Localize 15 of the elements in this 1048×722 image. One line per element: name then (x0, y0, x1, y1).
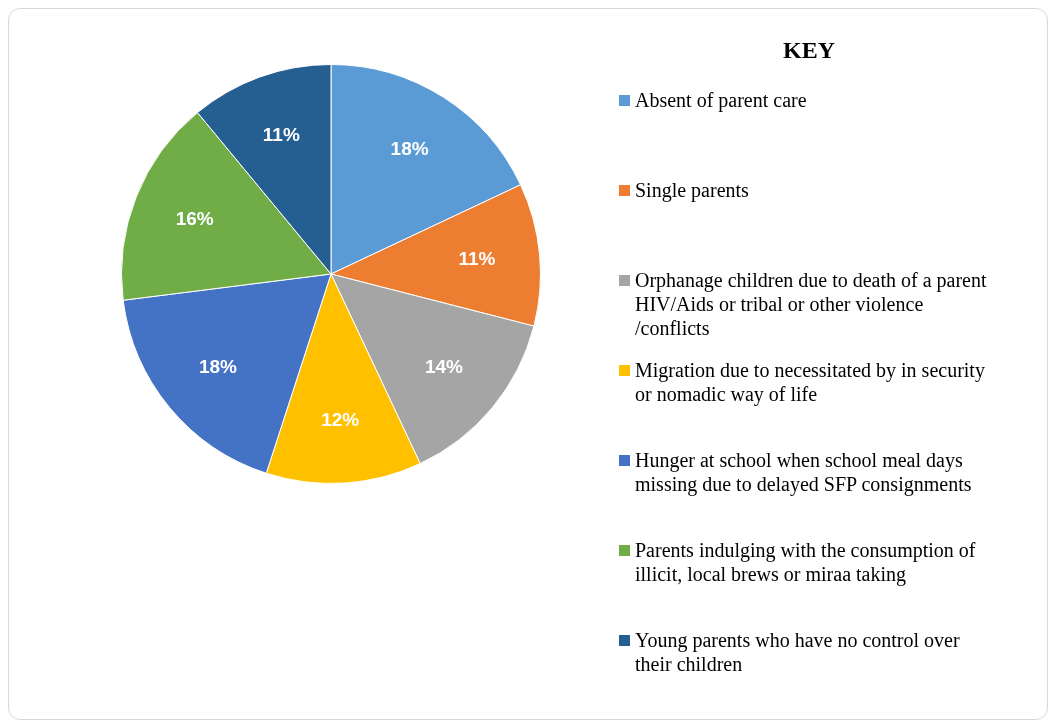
legend-label: Absent of parent care (635, 88, 808, 112)
data-label: 16% (175, 208, 214, 230)
data-label: 18% (198, 355, 238, 377)
data-label: 14% (424, 355, 464, 377)
legend-label: Orphanage children due to death of a parent HIV/Aids or tribal or other violence /conflicts (635, 268, 988, 340)
legend-label: Migration due to necessitated by in security or nomadic way of life (635, 358, 986, 406)
data-label: 11% (458, 248, 496, 270)
legend-label: Young parents who have no control over their children (635, 628, 961, 676)
legend-label: Single parents (635, 178, 750, 202)
legend-title: KEY (782, 37, 836, 64)
data-label: 12% (321, 408, 360, 430)
data-label: 11% (262, 124, 300, 146)
legend-label: Parents indulging with the consumption of illicit, local brews or miraa taking (635, 538, 977, 586)
data-label: 18% (390, 138, 429, 160)
legend-label: Hunger at school when school meal days missing due to delayed SFP consignments (635, 448, 973, 496)
